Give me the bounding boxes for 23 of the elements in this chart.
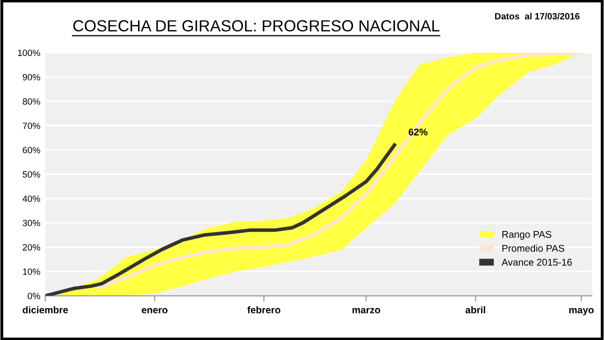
legend-label: Rango PAS — [502, 230, 552, 240]
chart-subtitle: Datos al 17/03/2016 — [495, 12, 580, 20]
x-tick-label: abril — [466, 306, 486, 314]
x-tick-label: febrero — [247, 306, 280, 314]
legend-label: Promedio PAS — [502, 244, 564, 252]
y-tick-label: 50% — [22, 171, 40, 178]
line-series — [45, 143, 396, 296]
y-tick-label: 70% — [22, 122, 40, 129]
y-tick-label: 90% — [22, 74, 40, 80]
y-tick-label: 10% — [23, 268, 40, 275]
y-tick-label: 0% — [28, 292, 40, 300]
x-tick-label: enero — [142, 308, 168, 314]
y-tick-label: 40% — [22, 196, 40, 202]
x-tick-label: mayo — [569, 308, 594, 316]
y-tick-label: 80% — [22, 98, 40, 105]
chart-title: COSECHA DE GIRASOL: PROGRESO NACIONAL — [73, 20, 440, 32]
legend-label: Avance 2015-16 — [502, 258, 572, 266]
y-tick-label: 30% — [22, 220, 40, 226]
y-tick-label: 100% — [18, 50, 40, 56]
x-tick-label: marzo — [352, 308, 380, 314]
x-tick-label: diciembre — [22, 306, 68, 314]
y-tick-label: 20% — [22, 244, 40, 251]
y-tick-label: 60% — [22, 146, 40, 154]
